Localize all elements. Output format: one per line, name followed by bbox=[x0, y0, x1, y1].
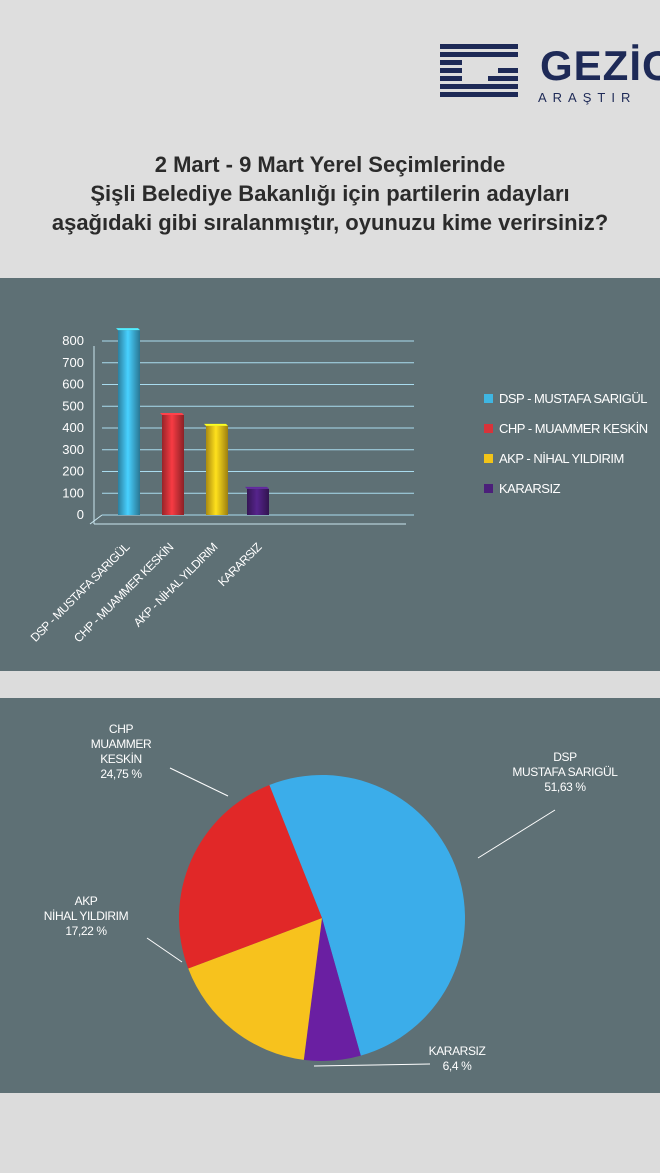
header-area bbox=[0, 0, 660, 278]
pie-label-name: NİHAL YILDIRIM bbox=[43, 909, 129, 923]
y-tick-label: 600 bbox=[62, 377, 84, 392]
pie-leader-line bbox=[169, 767, 229, 797]
pie-leader-line bbox=[146, 937, 183, 963]
bar-top bbox=[116, 328, 140, 331]
legend-label: CHP - MUAMMER KESKİN bbox=[499, 420, 648, 436]
pie-label-name: MUSTAFA SARIGÜL bbox=[512, 765, 618, 779]
page-title: 2 Mart - 9 Mart Yerel Seçimlerinde Şişli… bbox=[0, 150, 660, 237]
title-line-1: 2 Mart - 9 Mart Yerel Seçimlerinde bbox=[154, 152, 506, 177]
bar-chart-panel bbox=[0, 278, 660, 671]
pie-label-value: 24,75 % bbox=[100, 767, 142, 781]
pie-slice bbox=[303, 918, 361, 1061]
x-tick-label: KARARSIZ bbox=[215, 540, 264, 589]
legend-label: AKP - NİHAL YILDIRIM bbox=[499, 450, 624, 466]
pie-label-value: 17,22 % bbox=[65, 924, 107, 938]
bar-front bbox=[118, 330, 140, 515]
pie-leader-line bbox=[477, 809, 556, 859]
y-tick-label: 100 bbox=[62, 485, 84, 500]
pie-label-name: KESKİN bbox=[100, 752, 142, 766]
bar-front bbox=[162, 414, 184, 515]
pie-slice-label: CHP MUAMMER KESKİN 24,75 % bbox=[86, 722, 156, 782]
bar-1 bbox=[160, 412, 184, 515]
pie-label-name: CHP bbox=[108, 722, 134, 736]
legend-item: DSP - MUSTAFA SARIGÜL bbox=[484, 383, 648, 413]
logo: GEZİC ARAŞTIR bbox=[440, 40, 660, 106]
bar-2 bbox=[204, 423, 228, 515]
pie-slice-label: DSP MUSTAFA SARIGÜL 51,63 % bbox=[510, 750, 620, 795]
pie-chart bbox=[146, 767, 556, 1067]
axis-depth-line bbox=[89, 514, 103, 525]
bar-top bbox=[204, 423, 228, 426]
pie-label-value: 6,4 % bbox=[442, 1059, 472, 1073]
legend-swatch bbox=[484, 393, 493, 403]
logo-subtitle: ARAŞTIR bbox=[538, 90, 637, 105]
pie-label-name: MUAMMER bbox=[90, 737, 152, 751]
bar-chart-legend: DSP - MUSTAFA SARIGÜL CHP - MUAMMER KESKİ… bbox=[484, 383, 648, 503]
title-line-3: aşağıdaki gibi sıralanmıştır, oyunuzu ki… bbox=[51, 210, 609, 235]
pie-label-name: AKP bbox=[74, 894, 98, 908]
legend-swatch bbox=[484, 483, 493, 493]
legend-item: AKP - NİHAL YILDIRIM bbox=[484, 443, 648, 473]
y-tick-label: 200 bbox=[62, 464, 84, 479]
bar-top bbox=[245, 486, 269, 489]
bar-3 bbox=[245, 486, 269, 515]
pie-slice bbox=[188, 918, 322, 1060]
y-tick-label: 0 bbox=[77, 507, 84, 522]
title-line-2: Şişli Belediye Bakanlığı için partilerin… bbox=[90, 181, 570, 206]
logo-brand: GEZİC bbox=[540, 42, 660, 89]
legend-swatch bbox=[484, 453, 493, 463]
pie-slice-label: AKP NİHAL YILDIRIM 17,22 % bbox=[38, 894, 134, 939]
logo-mark-icon bbox=[440, 44, 518, 97]
legend-label: KARARSIZ bbox=[499, 480, 561, 496]
pie-label-value: 51,63 % bbox=[544, 780, 586, 794]
pie-label-name: DSP bbox=[553, 750, 577, 764]
bar-top bbox=[160, 412, 184, 415]
x-tick-label: AKP - NİHAL YILDIRIM bbox=[131, 540, 221, 630]
y-tick-label: 300 bbox=[62, 442, 84, 457]
y-tick-label: 800 bbox=[62, 333, 84, 348]
legend-item: KARARSIZ bbox=[484, 473, 648, 503]
y-tick-label: 500 bbox=[62, 398, 84, 413]
pie-slice-label: KARARSIZ 6,4 % bbox=[422, 1044, 492, 1074]
y-tick-label: 700 bbox=[62, 355, 84, 370]
bar-0 bbox=[116, 328, 140, 515]
bar-front bbox=[206, 425, 228, 515]
pie-slice bbox=[179, 785, 322, 969]
y-tick-label: 400 bbox=[62, 420, 84, 435]
legend-item: CHP - MUAMMER KESKİN bbox=[484, 413, 648, 443]
separator-band bbox=[0, 671, 660, 698]
legend-swatch bbox=[484, 423, 493, 433]
bar-front bbox=[247, 488, 269, 515]
legend-label: DSP - MUSTAFA SARIGÜL bbox=[499, 390, 647, 406]
pie-slice bbox=[269, 775, 466, 1056]
pie-leader-line bbox=[313, 1063, 431, 1067]
pie-label-name: KARARSIZ bbox=[428, 1044, 486, 1058]
